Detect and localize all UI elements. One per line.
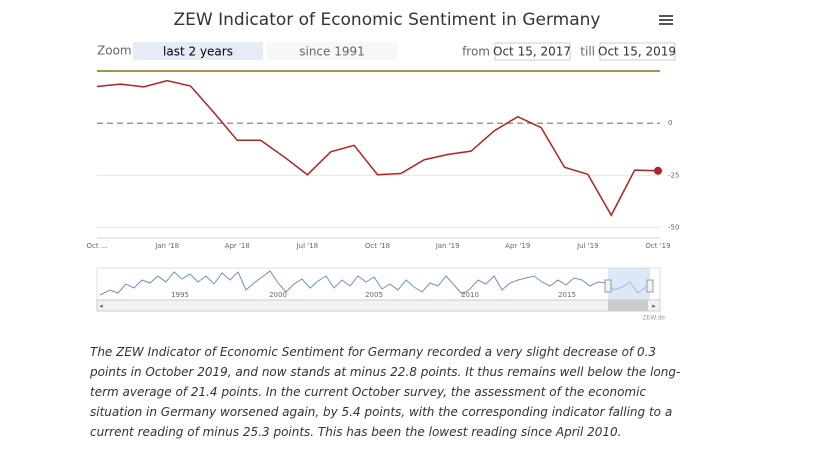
y-tick-label: 0 <box>668 119 672 127</box>
chart-title: ZEW Indicator of Economic Sentiment in G… <box>174 10 601 30</box>
till-label: till <box>580 45 595 59</box>
navigator-label: 2005 <box>365 291 383 299</box>
y-tick-label: -50 <box>668 224 679 232</box>
last-point <box>654 166 662 175</box>
zoom-button[interactable]: last 2 years <box>163 45 233 59</box>
y-tick-label: -25 <box>668 171 679 179</box>
scroll-right[interactable]: ▸ <box>652 302 656 310</box>
from-label: from <box>462 45 490 59</box>
navigator-handle[interactable] <box>646 279 654 293</box>
scrollbar-thumb[interactable] <box>608 300 648 311</box>
zoom-button-bg[interactable] <box>267 42 397 60</box>
x-tick-label: Apr '18 <box>225 242 250 250</box>
zoom-button[interactable]: since 1991 <box>299 45 365 59</box>
menu-bar <box>659 23 673 25</box>
scrollbar[interactable] <box>96 299 661 312</box>
chart: ZEW Indicator of Economic Sentiment in G… <box>86 10 679 322</box>
x-tick-label: Oct '18 <box>365 242 390 250</box>
menu-bar <box>659 15 673 17</box>
navigator-label: 2010 <box>461 291 479 299</box>
series-line <box>96 79 659 217</box>
x-tick-label: Oct ... <box>86 242 107 250</box>
x-tick-label: Apr '19 <box>505 242 530 250</box>
zoom-button-bg[interactable] <box>133 42 263 60</box>
x-tick-label: Jan '19 <box>435 242 460 250</box>
till-date[interactable]: Oct 15, 2019 <box>598 45 676 59</box>
x-tick-label: Jul '19 <box>576 242 599 250</box>
navigator-label: 2015 <box>558 291 576 299</box>
x-tick-label: Jan '18 <box>154 242 179 250</box>
zoom-label: Zoom <box>97 44 132 58</box>
from-date[interactable]: Oct 15, 2017 <box>493 45 571 59</box>
navigator-label: 2000 <box>269 291 287 299</box>
scroll-left[interactable]: ◂ <box>99 302 103 310</box>
navigator-label: 1995 <box>171 291 189 299</box>
navigator-handle[interactable] <box>604 279 612 293</box>
x-tick-label: Oct '19 <box>645 242 670 250</box>
x-tick-label: Jul '18 <box>296 242 319 250</box>
menu-bar <box>659 19 673 21</box>
navigator-selection[interactable] <box>608 268 650 300</box>
date-input[interactable] <box>599 42 676 61</box>
menu-button[interactable] <box>659 15 673 25</box>
navigator-line <box>99 270 653 296</box>
credits: ZEW.de <box>642 315 665 322</box>
description: The ZEW Indicator of Economic Sentiment … <box>90 345 681 439</box>
date-input[interactable] <box>494 42 571 61</box>
